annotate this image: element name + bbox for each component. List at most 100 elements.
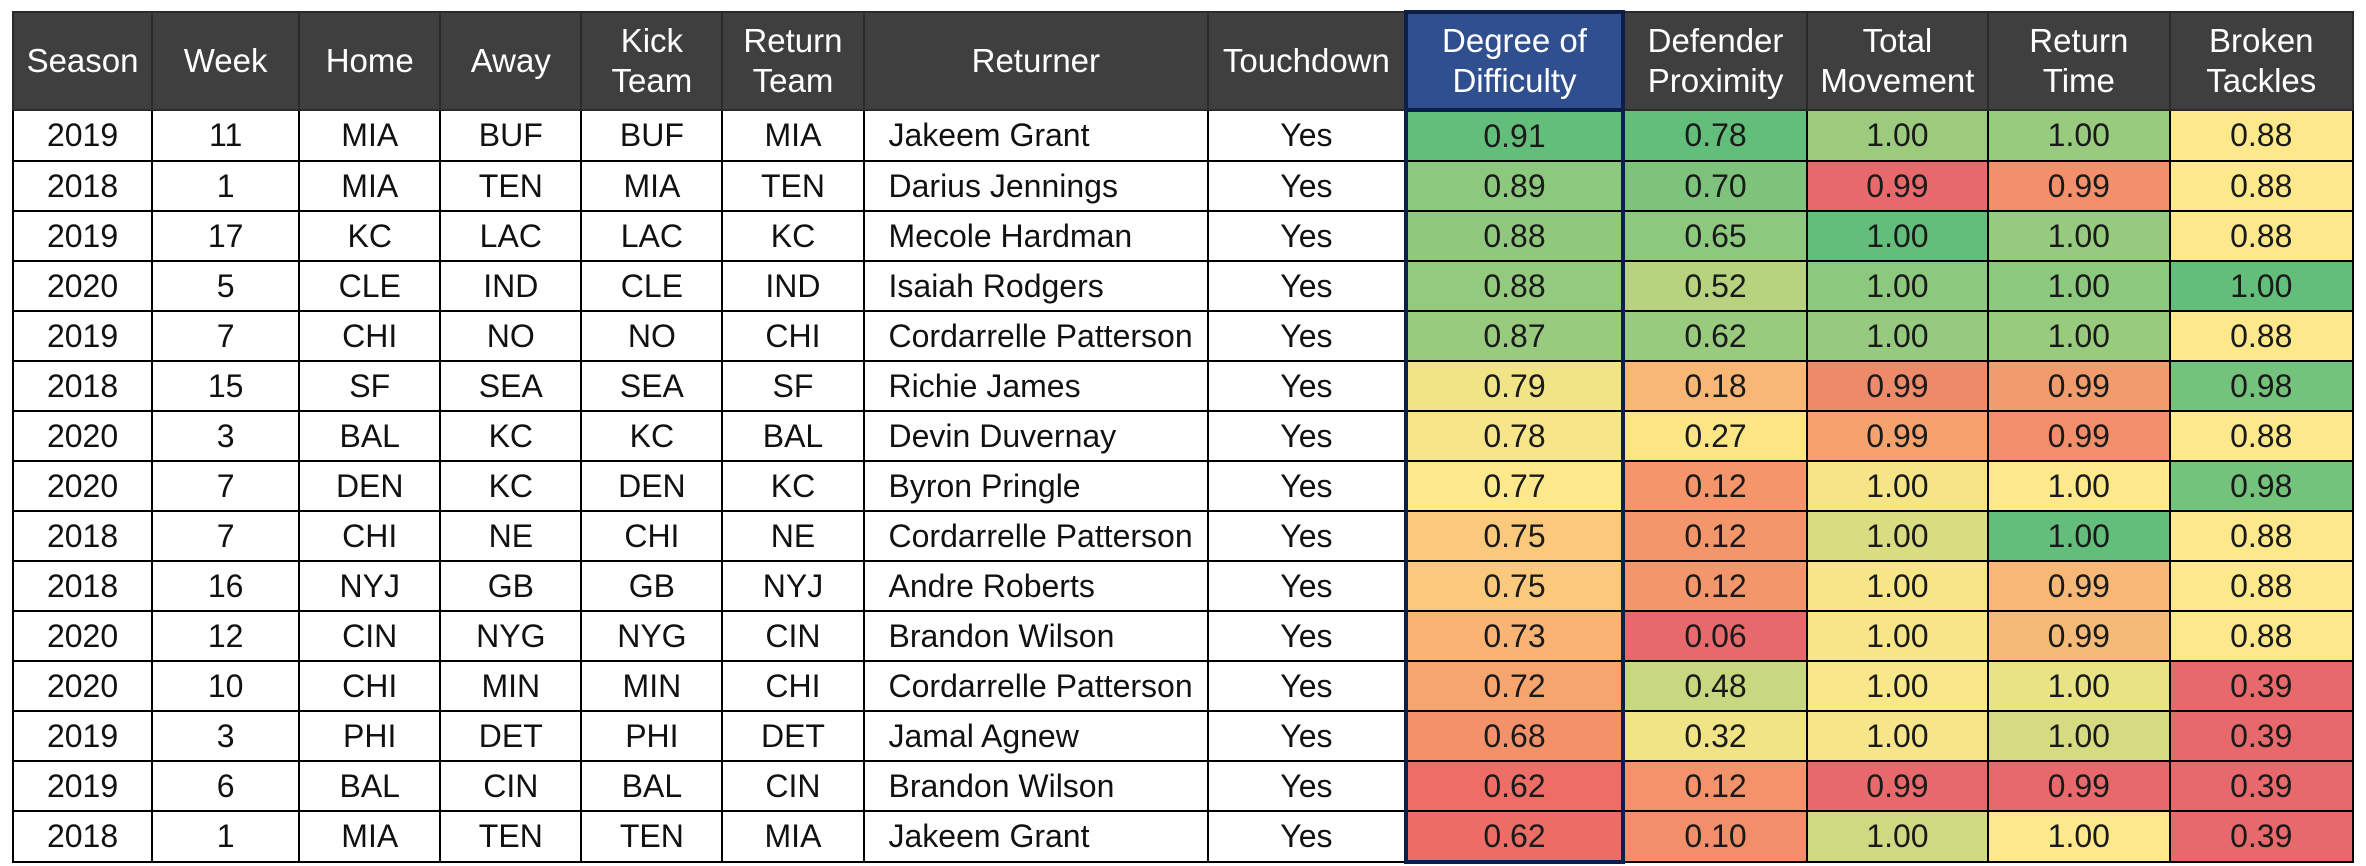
cell-week: 5 [151,260,301,312]
cell-kick-team: NO [580,310,724,362]
cell-home: CLE [298,260,442,312]
cell-season: 2018 [11,560,154,612]
cell-kick-team: LAC [580,210,724,262]
cell-week: 1 [151,160,301,212]
cell-return-time: 1.00 [1987,810,2171,863]
cell-returner: Brandon Wilson [862,610,1210,662]
cell-return-team: CHI [721,660,865,712]
table-row: 2019 17 KC LAC LAC KC Mecole Hardman Yes 0.88 0.6… [11,210,2355,262]
kick-returns-table: Season Week Home Away Kick Team Return T… [11,10,2355,864]
column-header-return-time: Return Time [1987,11,2171,111]
cell-season: 2019 [11,710,154,762]
cell-kick-team: BAL [580,760,724,812]
cell-touchdown: Yes [1207,810,1407,863]
cell-broken-tackles: 0.39 [2168,710,2355,762]
cell-season: 2018 [11,160,154,212]
cell-kick-team: NYG [580,610,724,662]
cell-return-team: NYJ [721,560,865,612]
cell-defender-proximity: 0.62 [1622,310,1808,362]
table-row: 2018 7 CHI NE CHI NE Cordarrelle Patterson Yes 0… [11,510,2355,562]
cell-kick-team: KC [580,410,724,462]
cell-returner: Brandon Wilson [862,760,1210,812]
cell-defender-proximity: 0.12 [1622,460,1808,512]
column-header-total-movement: Total Movement [1805,11,1990,111]
cell-kick-team: DEN [580,460,724,512]
cell-broken-tackles: 1.00 [2168,260,2355,312]
cell-away: NYG [439,610,583,662]
cell-season: 2019 [11,109,154,162]
table-row: 2020 7 DEN KC DEN KC Byron Pringle Yes 0.77 0.12 1… [11,460,2355,512]
column-header-return-team: Return Team [721,11,865,111]
cell-return-team: TEN [721,160,865,212]
cell-home: MIA [298,810,442,863]
table-row: 2020 3 BAL KC KC BAL Devin Duvernay Yes 0.78 0.27… [11,410,2355,462]
cell-returner: Devin Duvernay [862,410,1210,462]
cell-away: BUF [439,109,583,162]
cell-defender-proximity: 0.70 [1622,160,1808,212]
cell-degree-of-difficulty: 0.62 [1403,760,1626,812]
table-row: 2019 11 MIA BUF BUF MIA Jakeem Grant Yes 0.91 0.7… [11,109,2355,162]
cell-return-time: 1.00 [1987,660,2171,712]
column-header-touchdown: Touchdown [1207,11,1407,111]
cell-broken-tackles: 0.98 [2168,360,2355,412]
cell-week: 15 [151,360,301,412]
cell-degree-of-difficulty: 0.78 [1403,410,1626,462]
cell-touchdown: Yes [1207,160,1407,212]
cell-week: 1 [151,810,301,863]
cell-defender-proximity: 0.10 [1622,810,1808,863]
cell-degree-of-difficulty: 0.75 [1403,560,1626,612]
cell-season: 2020 [11,410,154,462]
cell-kick-team: CLE [580,260,724,312]
cell-kick-team: SEA [580,360,724,412]
returns-table-container: Season Week Home Away Kick Team Return T… [11,10,2355,864]
cell-returner: Cordarrelle Patterson [862,310,1210,362]
column-header-broken-tackles: Broken Tackles [2168,11,2355,111]
cell-home: SF [298,360,442,412]
cell-away: SEA [439,360,583,412]
cell-return-time: 1.00 [1987,460,2171,512]
cell-touchdown: Yes [1207,210,1407,262]
column-header-kick-team: Kick Team [580,11,724,111]
cell-broken-tackles: 0.88 [2168,109,2355,162]
cell-touchdown: Yes [1207,660,1407,712]
cell-touchdown: Yes [1207,260,1407,312]
cell-away: KC [439,460,583,512]
cell-defender-proximity: 0.12 [1622,760,1808,812]
cell-away: TEN [439,810,583,863]
cell-touchdown: Yes [1207,560,1407,612]
cell-week: 12 [151,610,301,662]
cell-returner: Jakeem Grant [862,109,1210,162]
cell-total-movement: 0.99 [1805,760,1990,812]
cell-touchdown: Yes [1207,710,1407,762]
cell-season: 2019 [11,760,154,812]
cell-degree-of-difficulty: 0.75 [1403,510,1626,562]
cell-return-time: 1.00 [1987,109,2171,162]
cell-season: 2019 [11,310,154,362]
cell-touchdown: Yes [1207,310,1407,362]
cell-broken-tackles: 0.39 [2168,810,2355,863]
cell-returner: Mecole Hardman [862,210,1210,262]
cell-season: 2019 [11,210,154,262]
cell-return-time: 1.00 [1987,510,2171,562]
cell-away: MIN [439,660,583,712]
table-row: 2019 3 PHI DET PHI DET Jamal Agnew Yes 0.68 0.32 1… [11,710,2355,762]
cell-week: 7 [151,510,301,562]
cell-away: TEN [439,160,583,212]
cell-defender-proximity: 0.06 [1622,610,1808,662]
cell-kick-team: MIA [580,160,724,212]
column-header-returner: Returner [862,11,1210,111]
cell-broken-tackles: 0.88 [2168,510,2355,562]
table-row: 2020 5 CLE IND CLE IND Isaiah Rodgers Yes 0.88 0.… [11,260,2355,312]
cell-defender-proximity: 0.32 [1622,710,1808,762]
cell-touchdown: Yes [1207,410,1407,462]
cell-return-time: 1.00 [1987,210,2171,262]
cell-touchdown: Yes [1207,510,1407,562]
cell-returner: Darius Jennings [862,160,1210,212]
column-header-away: Away [439,11,583,111]
cell-defender-proximity: 0.12 [1622,560,1808,612]
table-row: 2019 7 CHI NO NO CHI Cordarrelle Patterson Yes 0… [11,310,2355,362]
cell-returner: Cordarrelle Patterson [862,660,1210,712]
cell-total-movement: 1.00 [1805,109,1990,162]
cell-degree-of-difficulty: 0.88 [1403,260,1626,312]
cell-total-movement: 1.00 [1805,460,1990,512]
